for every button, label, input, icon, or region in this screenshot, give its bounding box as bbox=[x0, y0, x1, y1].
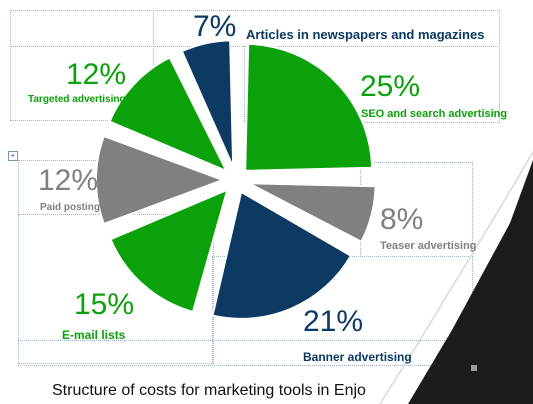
pie-slice-e-mail-lists bbox=[109, 188, 229, 314]
corner-decoration-line bbox=[379, 151, 533, 404]
chart-caption: Structure of costs for marketing tools i… bbox=[52, 382, 366, 399]
label-teaser-name: Teaser advertising bbox=[380, 240, 477, 252]
label-targeted-percent: 12% bbox=[66, 58, 127, 91]
pie-slice-banner-advertising bbox=[211, 190, 353, 320]
corner-decoration-shape bbox=[408, 160, 533, 404]
label-email-percent: 15% bbox=[74, 288, 135, 321]
move-arrows-icon[interactable]: + bbox=[8, 151, 18, 161]
label-articles-percent: 7% bbox=[193, 10, 237, 43]
resize-corner-icon[interactable] bbox=[471, 365, 477, 371]
label-teaser-percent: 8% bbox=[380, 203, 424, 236]
pie-slice-targeted-advertising bbox=[108, 56, 229, 174]
label-articles-name: Articles in newspapers and magazines bbox=[246, 27, 485, 42]
label-paid-name: Paid posting bbox=[40, 202, 100, 213]
pie-slice-teaser-advertising bbox=[248, 182, 377, 244]
pie-slice-articles-in-newspapers-and-magazines bbox=[180, 39, 235, 168]
label-seo-percent: 25% bbox=[360, 70, 421, 103]
label-banner-percent: 21% bbox=[303, 305, 364, 338]
pie-slice-paid-posting bbox=[95, 134, 226, 226]
label-email-name: E-mail lists bbox=[62, 328, 126, 342]
label-seo-name: SEO and search advertising bbox=[361, 108, 508, 120]
label-targeted-name: Targeted advertising bbox=[28, 94, 126, 105]
label-paid-percent: 12% bbox=[38, 164, 99, 197]
pie-slice-seo-and-search-advertising bbox=[244, 42, 374, 172]
label-banner-name: Banner advertising bbox=[303, 350, 412, 364]
frame-seo bbox=[244, 46, 500, 123]
